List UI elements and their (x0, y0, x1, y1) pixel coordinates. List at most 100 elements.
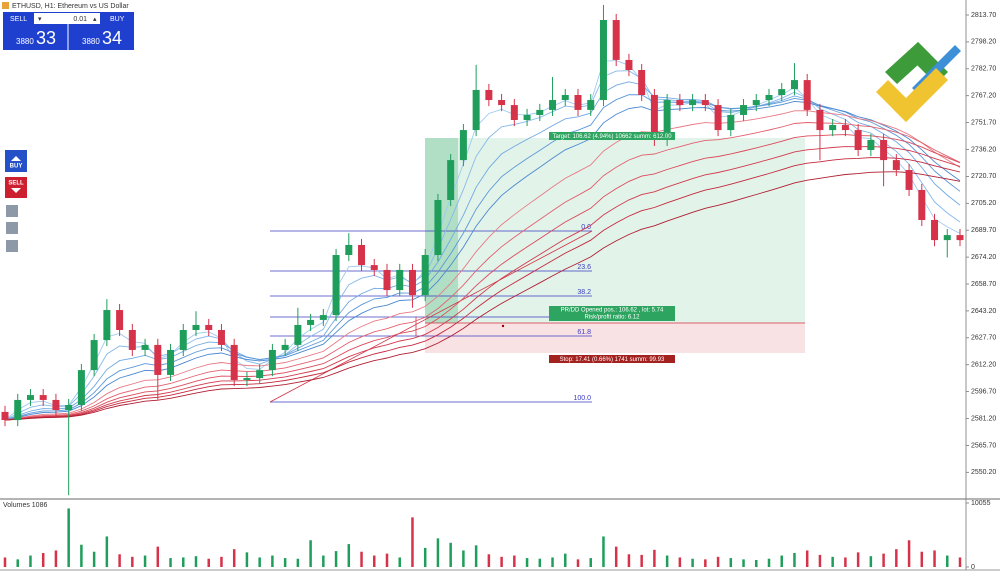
candle-body (370, 265, 378, 270)
candle-body (701, 100, 709, 106)
candle-body (116, 310, 124, 330)
chart-title: ETHUSD, H1: Ethereum vs US Dollar (12, 3, 129, 10)
moving-average (4, 70, 961, 421)
candle-body (841, 125, 849, 131)
candle-body (931, 219, 939, 241)
candle-body (408, 269, 416, 296)
candle-body (599, 20, 607, 101)
candle-body (561, 95, 569, 101)
candle-body (676, 100, 684, 106)
candle-body (867, 139, 875, 151)
moving-average (4, 146, 961, 421)
sell-button[interactable] (5, 177, 27, 198)
candle-body (421, 255, 429, 296)
logo-part (894, 68, 948, 122)
lot-arrow[interactable]: ▾ (38, 16, 42, 23)
candle-body (217, 329, 225, 345)
buy-label[interactable]: BUY (110, 16, 125, 23)
stop-label: Stop: 17.41 (0.66%) 1741 summ: 99.93 (560, 357, 665, 363)
tool-button[interactable] (6, 240, 18, 252)
stop-label-box (549, 355, 675, 363)
y-tick-label: 2720.70 (971, 173, 996, 180)
candle-body (714, 105, 722, 131)
candle-body (14, 399, 22, 421)
sell-label[interactable]: SELL (10, 16, 27, 23)
lot-value[interactable]: 0.01 (73, 16, 87, 23)
sell-arrow (11, 188, 21, 193)
buy-arrow (11, 156, 21, 161)
buy-price-pips[interactable]: 34 (102, 28, 122, 48)
y-tick-label: 2782.70 (971, 66, 996, 73)
moving-average (4, 171, 961, 421)
candle-body (103, 310, 111, 341)
y-tick-label: 2596.70 (971, 388, 996, 395)
fib-label: 38.2 (577, 289, 591, 296)
y-tick-label: 2689.70 (971, 227, 996, 234)
candle-body (829, 125, 837, 131)
candle-body (268, 349, 276, 371)
candle-body (26, 395, 34, 400)
target-label: Target: 106.62 (4.94%) 10662 summ: 612.0… (552, 134, 672, 140)
candle-body (256, 370, 264, 379)
volume-tick-label: 10055 (971, 500, 991, 507)
candle-body (510, 105, 518, 120)
candle-body (778, 89, 786, 96)
moving-average (4, 81, 961, 421)
candle-body (192, 324, 200, 330)
candle-body (243, 378, 251, 380)
candle-body (918, 189, 926, 220)
y-tick-label: 2751.70 (971, 119, 996, 126)
moving-average (4, 122, 961, 421)
candle-body (167, 349, 175, 375)
sell-price-pips[interactable]: 33 (36, 28, 56, 48)
sell-button-label[interactable]: SELL (8, 181, 24, 187)
candle-body (39, 395, 47, 400)
volume-label: Volumes 1086 (3, 502, 47, 509)
moving-average (4, 157, 961, 421)
lot-arrow[interactable]: ▴ (93, 16, 97, 23)
candle-body (905, 169, 913, 190)
buy-price-main[interactable]: 3880 (82, 37, 100, 46)
candle-body (128, 329, 136, 350)
candle-body (765, 95, 773, 101)
candle-body (472, 89, 480, 131)
tool-button[interactable] (6, 205, 18, 217)
y-tick-label: 2798.20 (971, 39, 996, 46)
candle-body (663, 100, 671, 140)
y-tick-label: 2627.70 (971, 335, 996, 342)
plot (1, 4, 964, 496)
candle-body (65, 404, 73, 411)
candle-body (307, 319, 315, 325)
candle-body (880, 139, 888, 161)
moving-average (4, 100, 961, 421)
pr-dd-box (549, 306, 675, 321)
fib-label: 61.8 (577, 329, 591, 336)
candle-body (803, 80, 811, 110)
candle-body (383, 269, 391, 291)
y-tick-label: 2643.20 (971, 308, 996, 315)
candle-body (498, 100, 506, 106)
marker (501, 324, 505, 328)
sell-price-main[interactable]: 3880 (16, 37, 34, 46)
logo (876, 42, 961, 122)
moving-average (4, 110, 961, 421)
candle-body (943, 235, 951, 241)
candle-body (205, 324, 213, 330)
candle-body (956, 235, 964, 241)
y-tick-label: 2581.20 (971, 415, 996, 422)
y-tick-label: 2705.20 (971, 200, 996, 207)
candle-body (892, 160, 900, 170)
volume-tick-label: 0 (971, 564, 975, 571)
buy-button-label[interactable]: BUY (10, 164, 23, 170)
candle-body (281, 344, 289, 350)
y-tick-label: 2813.70 (971, 12, 996, 19)
candle-body (854, 130, 862, 151)
candle-body (447, 160, 455, 201)
tool-button[interactable] (6, 222, 18, 234)
candle-body (179, 329, 187, 350)
moving-average (4, 60, 961, 421)
lot-input[interactable] (34, 13, 100, 24)
y-tick-label: 2767.20 (971, 93, 996, 100)
